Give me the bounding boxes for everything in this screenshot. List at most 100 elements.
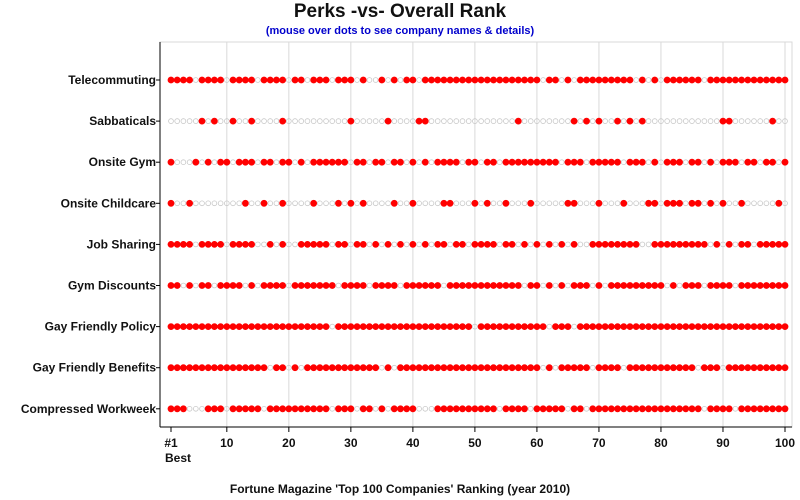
dot-no-perk[interactable] — [385, 405, 391, 412]
dot-has-perk[interactable] — [471, 199, 479, 207]
dot-no-perk[interactable] — [329, 118, 336, 124]
dot-has-perk[interactable] — [676, 199, 683, 207]
dot-has-perk[interactable] — [707, 199, 714, 207]
dot-has-perk[interactable] — [378, 323, 386, 330]
dot-no-perk[interactable] — [757, 159, 763, 166]
dot-has-perk[interactable] — [459, 323, 466, 330]
dot-has-perk[interactable] — [304, 323, 311, 330]
dot-has-perk[interactable] — [564, 76, 572, 84]
dot-has-perk[interactable] — [260, 158, 268, 166]
dot-has-perk[interactable] — [217, 158, 225, 166]
dot-has-perk[interactable] — [359, 323, 367, 330]
dot-no-perk[interactable] — [565, 405, 571, 412]
dot-has-perk[interactable] — [558, 282, 566, 289]
dot-has-perk[interactable] — [626, 364, 634, 372]
dot-has-perk[interactable] — [502, 282, 510, 289]
dot-has-perk[interactable] — [570, 199, 578, 207]
dot-has-perk[interactable] — [651, 405, 659, 413]
dot-has-perk[interactable] — [217, 282, 225, 289]
dot-has-perk[interactable] — [341, 323, 349, 330]
dot-has-perk[interactable] — [638, 158, 646, 166]
dot-no-perk[interactable] — [608, 118, 615, 124]
dot-has-perk[interactable] — [378, 282, 386, 289]
dot-no-perk[interactable] — [552, 282, 559, 289]
dot-has-perk[interactable] — [545, 364, 553, 372]
dot-has-perk[interactable] — [558, 323, 566, 330]
dot-has-perk[interactable] — [533, 282, 541, 289]
dot-has-perk[interactable] — [248, 117, 256, 125]
dot-has-perk[interactable] — [626, 323, 634, 330]
dot-has-perk[interactable] — [347, 282, 355, 289]
dot-has-perk[interactable] — [638, 364, 646, 372]
dot-has-perk[interactable] — [242, 240, 249, 248]
dot-has-perk[interactable] — [626, 240, 634, 248]
dot-has-perk[interactable] — [359, 199, 367, 207]
dot-no-perk[interactable] — [205, 118, 212, 124]
dot-has-perk[interactable] — [669, 405, 677, 413]
dot-has-perk[interactable] — [378, 76, 386, 84]
dot-has-perk[interactable] — [583, 282, 590, 289]
dot-no-perk[interactable] — [236, 200, 243, 207]
dot-has-perk[interactable] — [266, 323, 274, 330]
dot-has-perk[interactable] — [527, 199, 535, 207]
dot-has-perk[interactable] — [719, 323, 727, 330]
dot-has-perk[interactable] — [738, 364, 745, 372]
dot-has-perk[interactable] — [397, 405, 404, 413]
dot-no-perk[interactable] — [751, 200, 757, 207]
dot-no-perk[interactable] — [366, 159, 373, 166]
dot-no-perk[interactable] — [707, 241, 714, 248]
dot-has-perk[interactable] — [682, 282, 690, 289]
dot-has-perk[interactable] — [595, 158, 603, 166]
dot-has-perk[interactable] — [756, 323, 764, 330]
dot-has-perk[interactable] — [645, 405, 652, 413]
dot-has-perk[interactable] — [415, 282, 423, 289]
dot-has-perk[interactable] — [744, 76, 752, 84]
dot-no-perk[interactable] — [360, 118, 367, 124]
dot-has-perk[interactable] — [508, 76, 516, 84]
dot-has-perk[interactable] — [167, 323, 175, 330]
dot-has-perk[interactable] — [403, 364, 411, 372]
dot-has-perk[interactable] — [483, 76, 491, 84]
dot-has-perk[interactable] — [390, 76, 398, 84]
dot-no-perk[interactable] — [255, 159, 261, 166]
dot-no-perk[interactable] — [391, 118, 398, 124]
dot-has-perk[interactable] — [725, 117, 733, 125]
dot-has-perk[interactable] — [626, 158, 634, 166]
dot-has-perk[interactable] — [223, 282, 231, 289]
dot-has-perk[interactable] — [415, 323, 423, 330]
dot-has-perk[interactable] — [750, 158, 758, 166]
dot-has-perk[interactable] — [713, 405, 721, 413]
dot-has-perk[interactable] — [477, 323, 485, 330]
dot-has-perk[interactable] — [539, 323, 547, 330]
dot-has-perk[interactable] — [514, 117, 522, 125]
dot-has-perk[interactable] — [248, 323, 256, 330]
dot-has-perk[interactable] — [229, 117, 237, 125]
dot-no-perk[interactable] — [701, 200, 708, 207]
dot-has-perk[interactable] — [229, 405, 237, 413]
dot-no-perk[interactable] — [744, 200, 751, 207]
dot-no-perk[interactable] — [732, 118, 739, 124]
dot-no-perk[interactable] — [410, 118, 416, 124]
dot-has-perk[interactable] — [651, 364, 659, 372]
dot-has-perk[interactable] — [762, 76, 770, 84]
dot-has-perk[interactable] — [570, 117, 578, 125]
dot-no-perk[interactable] — [738, 159, 745, 166]
dot-has-perk[interactable] — [700, 364, 708, 372]
dot-has-perk[interactable] — [384, 323, 392, 330]
dot-no-perk[interactable] — [298, 118, 305, 124]
dot-has-perk[interactable] — [545, 405, 553, 413]
dot-no-perk[interactable] — [465, 200, 472, 207]
dot-has-perk[interactable] — [713, 240, 721, 248]
dot-has-perk[interactable] — [626, 76, 634, 84]
dot-has-perk[interactable] — [576, 405, 584, 413]
dot-has-perk[interactable] — [614, 76, 621, 84]
dot-no-perk[interactable] — [304, 159, 311, 166]
dot-has-perk[interactable] — [570, 405, 578, 413]
dot-has-perk[interactable] — [223, 323, 231, 330]
dot-no-perk[interactable] — [720, 241, 726, 248]
dot-has-perk[interactable] — [273, 405, 280, 413]
dot-no-perk[interactable] — [633, 118, 639, 124]
dot-has-perk[interactable] — [304, 364, 311, 372]
dot-has-perk[interactable] — [211, 76, 218, 84]
dot-has-perk[interactable] — [688, 364, 696, 372]
